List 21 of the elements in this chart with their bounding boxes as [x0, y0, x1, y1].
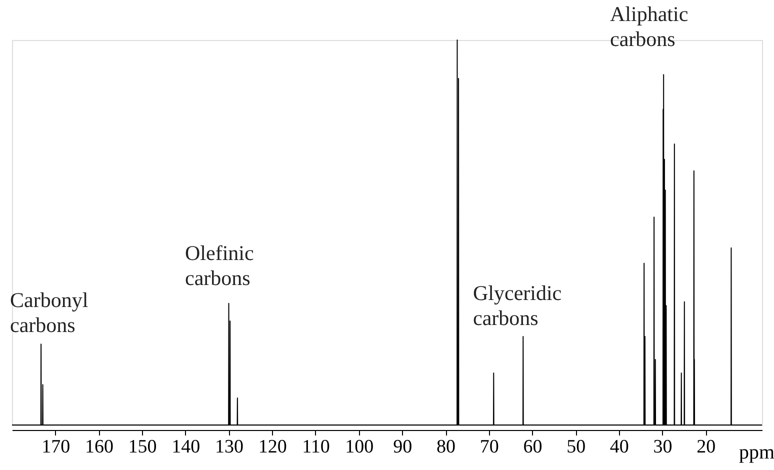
x-tick-label: 170 [42, 436, 70, 458]
x-tick-label: 160 [84, 436, 114, 458]
x-tick-label: 50 [566, 436, 586, 458]
annotation: Aliphatic carbons [610, 2, 688, 51]
x-tick-label: 130 [215, 436, 244, 458]
x-tick-label: 30 [653, 436, 672, 458]
x-axis-title: ppm [738, 442, 774, 464]
x-tick-label: 150 [128, 436, 157, 458]
x-tick-label: 100 [345, 436, 374, 458]
annotation: Carbonyl carbons [10, 288, 88, 337]
x-tick-label: 20 [696, 436, 716, 458]
x-tick-label: 140 [172, 436, 200, 458]
x-tick-label: 40 [610, 436, 629, 458]
x-tick-label: 70 [480, 436, 499, 458]
x-tick-label: 90 [393, 436, 412, 458]
annotation: Olefinic carbons [185, 241, 254, 290]
x-tick-label: 110 [302, 436, 330, 458]
annotation: Glyceridic carbons [473, 281, 562, 330]
x-tick-label: 120 [258, 436, 287, 458]
x-tick-label: 80 [436, 436, 456, 458]
x-tick-label: 60 [523, 436, 542, 458]
